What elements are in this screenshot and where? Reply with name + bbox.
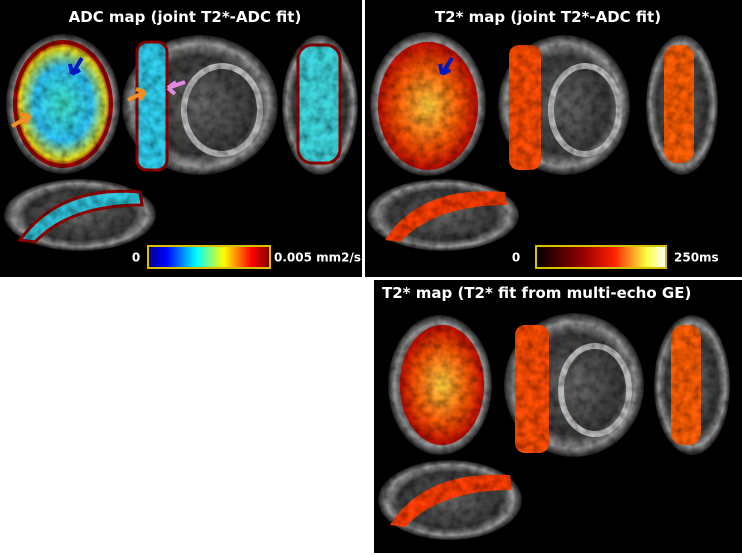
colorbar-min-label: 0 [132, 251, 140, 265]
colorbar-max-label: 0.005 mm2/s [274, 251, 361, 265]
colorbar [535, 245, 667, 269]
panel-title: T2* map (T2* fit from multi-echo GE) [382, 284, 691, 302]
annotation-arrows [11, 56, 454, 128]
panel-title: ADC map (joint T2*-ADC fit) [69, 8, 302, 26]
colorbar [147, 245, 271, 269]
colorbar-max-label: 250ms [674, 251, 719, 265]
colorbar-min-label: 0 [512, 251, 520, 265]
mri-slices [4, 32, 730, 540]
panel-title: T2* map (joint T2*-ADC fit) [435, 8, 661, 26]
